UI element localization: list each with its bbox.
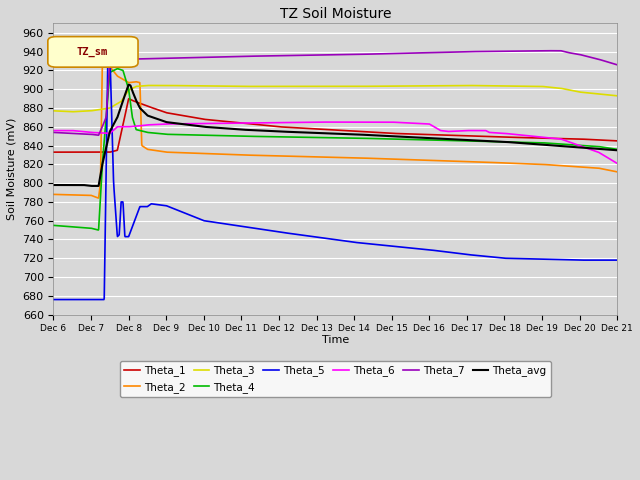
- Theta_7: [309, 52, 317, 58]
- Theta_4: [114, 66, 122, 72]
- Theta_avg: [125, 82, 132, 87]
- Theta_avg: [494, 139, 502, 144]
- Theta_6: [494, 130, 502, 136]
- Theta_avg: [598, 146, 605, 152]
- Theta_avg: [309, 130, 317, 136]
- Theta_avg: [597, 146, 605, 152]
- Legend: Theta_1, Theta_2, Theta_3, Theta_4, Theta_5, Theta_6, Theta_7, Theta_avg: Theta_1, Theta_2, Theta_3, Theta_4, Thet…: [120, 361, 551, 396]
- Theta_7: [613, 62, 621, 68]
- Theta_7: [324, 52, 332, 58]
- Theta_2: [95, 195, 102, 201]
- Theta_4: [613, 146, 621, 152]
- Theta_6: [313, 119, 321, 125]
- Theta_5: [494, 255, 502, 261]
- Theta_1: [494, 134, 502, 140]
- Theta_6: [308, 119, 316, 125]
- Theta_avg: [88, 183, 95, 189]
- Theta_4: [324, 135, 332, 141]
- Theta_avg: [78, 182, 86, 188]
- Theta_4: [598, 144, 605, 150]
- Theta_2: [613, 169, 621, 175]
- Y-axis label: Soil Moisture (mV): Soil Moisture (mV): [7, 118, 17, 220]
- Theta_6: [324, 119, 332, 125]
- Theta_4: [50, 223, 58, 228]
- Theta_7: [598, 57, 605, 63]
- Theta_2: [50, 192, 58, 197]
- Theta_3: [68, 109, 76, 115]
- Theta_5: [597, 257, 605, 263]
- Line: Theta_7: Theta_7: [54, 51, 617, 135]
- Theta_6: [597, 151, 605, 156]
- Theta_3: [598, 91, 605, 97]
- Theta_3: [613, 93, 621, 99]
- Theta_3: [50, 108, 58, 114]
- Theta_avg: [50, 182, 58, 188]
- Theta_2: [494, 160, 502, 166]
- Theta_1: [50, 149, 58, 155]
- FancyBboxPatch shape: [48, 36, 138, 67]
- Theta_5: [50, 297, 58, 302]
- Theta_1: [78, 149, 86, 155]
- Theta_3: [309, 84, 317, 89]
- X-axis label: Time: Time: [322, 335, 349, 345]
- Line: Theta_4: Theta_4: [54, 69, 617, 230]
- Theta_7: [95, 132, 102, 138]
- Theta_6: [78, 129, 86, 134]
- Theta_5: [324, 236, 332, 241]
- Theta_3: [79, 108, 86, 114]
- Theta_1: [597, 137, 605, 143]
- Theta_7: [538, 48, 546, 54]
- Theta_4: [494, 139, 502, 144]
- Theta_5: [309, 234, 317, 240]
- Theta_6: [613, 160, 621, 166]
- Theta_6: [50, 128, 58, 133]
- Theta_4: [78, 225, 86, 230]
- Theta_1: [125, 96, 132, 102]
- Theta_2: [598, 166, 605, 171]
- Theta_2: [99, 62, 106, 68]
- Theta_avg: [324, 131, 332, 136]
- Line: Theta_5: Theta_5: [54, 51, 617, 300]
- Title: TZ Soil Moisture: TZ Soil Moisture: [280, 7, 391, 21]
- Theta_3: [144, 83, 152, 88]
- Theta_5: [597, 257, 605, 263]
- Theta_7: [78, 131, 86, 137]
- Theta_3: [597, 91, 605, 97]
- Theta_7: [494, 48, 502, 54]
- Theta_5: [104, 48, 112, 54]
- Theta_1: [324, 127, 332, 132]
- Theta_4: [95, 227, 102, 233]
- Line: Theta_avg: Theta_avg: [54, 84, 617, 186]
- Theta_6: [597, 151, 605, 156]
- Theta_4: [597, 144, 605, 150]
- Theta_1: [309, 126, 317, 132]
- Theta_1: [597, 137, 605, 143]
- Theta_5: [78, 297, 86, 302]
- Theta_5: [613, 257, 621, 263]
- Line: Theta_6: Theta_6: [54, 122, 617, 163]
- Theta_7: [50, 130, 58, 135]
- Theta_avg: [613, 147, 621, 153]
- Theta_3: [324, 84, 332, 89]
- Theta_1: [613, 138, 621, 144]
- Text: TZ_sm: TZ_sm: [76, 47, 108, 57]
- Line: Theta_3: Theta_3: [54, 85, 617, 112]
- Theta_7: [597, 57, 605, 63]
- Theta_2: [78, 192, 86, 198]
- Theta_2: [324, 154, 332, 160]
- Line: Theta_2: Theta_2: [54, 65, 617, 198]
- Theta_2: [309, 154, 317, 160]
- Theta_2: [597, 166, 605, 171]
- Line: Theta_1: Theta_1: [54, 99, 617, 152]
- Theta_4: [309, 134, 317, 140]
- Theta_3: [494, 83, 502, 89]
